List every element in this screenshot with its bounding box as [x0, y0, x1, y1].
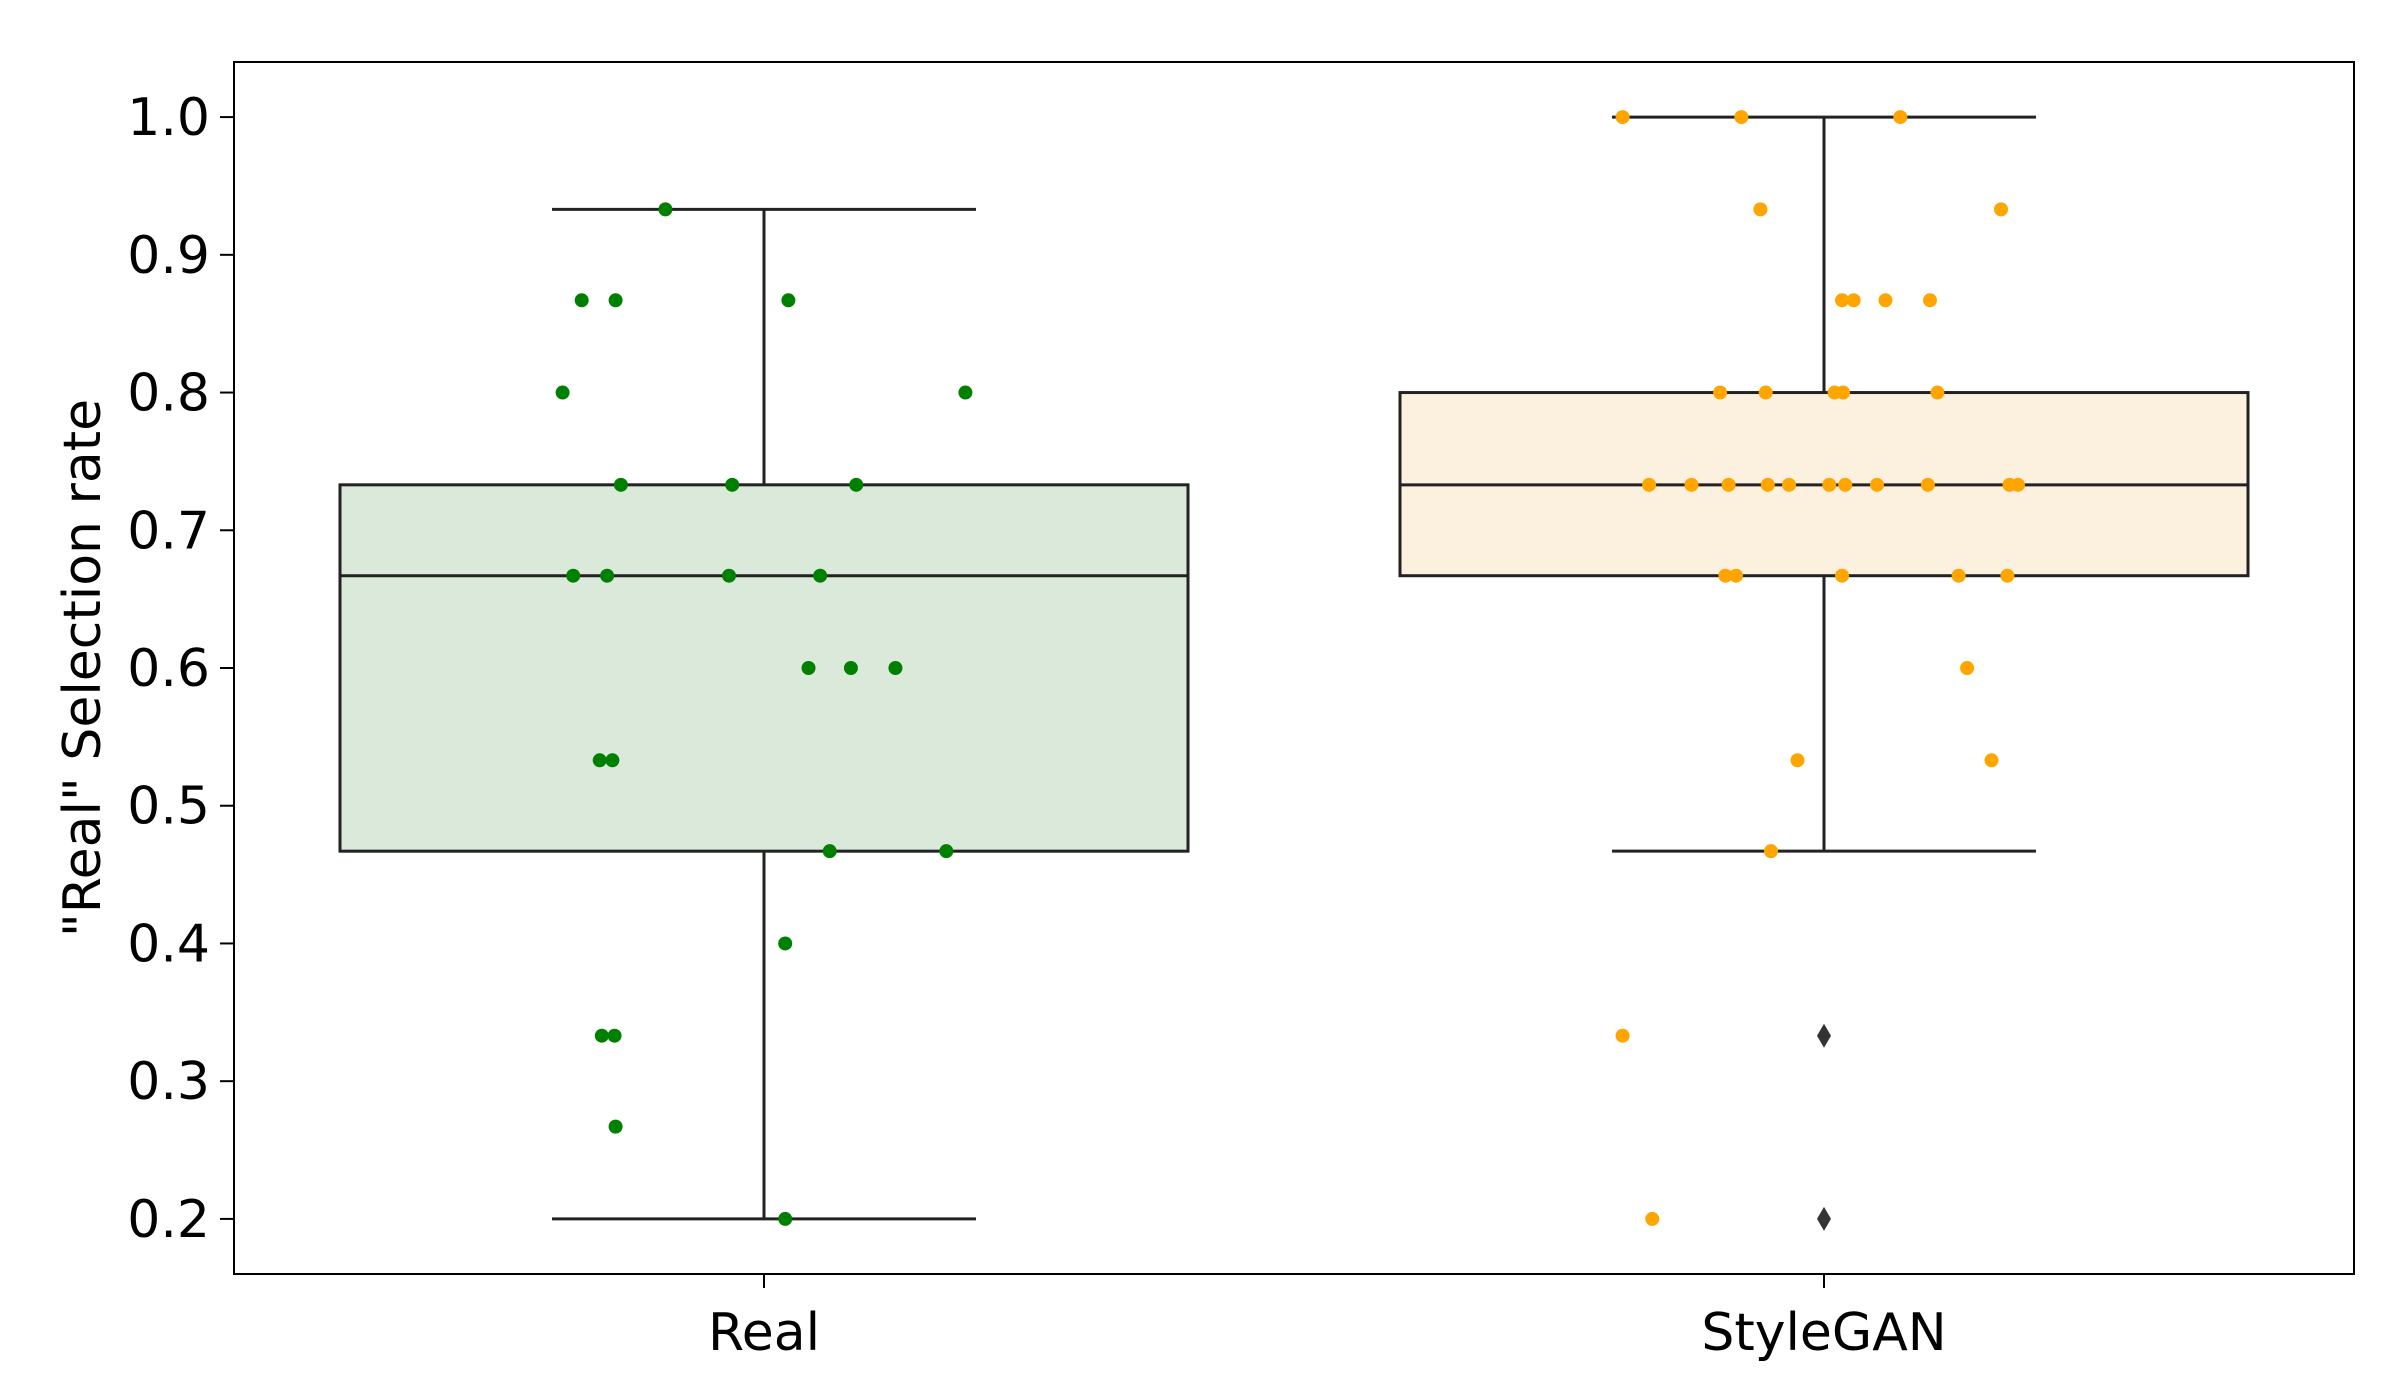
- data-point: [1642, 477, 1657, 492]
- data-point: [555, 385, 570, 400]
- x-tick-label-stylegan: StyleGAN: [1701, 1303, 1946, 1363]
- data-point: [1960, 661, 1975, 675]
- data-point: [1615, 110, 1630, 125]
- data-point: [1645, 1211, 1660, 1226]
- data-point: [1753, 202, 1768, 217]
- box-group-stylegan: [1398, 110, 2250, 1231]
- data-point: [888, 661, 903, 675]
- y-tick-label: 0.2: [127, 1190, 210, 1250]
- y-tick-label: 0.5: [127, 777, 210, 837]
- outlier-marker: [1817, 1023, 1831, 1048]
- y-tick-label: 0.3: [127, 1052, 210, 1112]
- data-point: [1729, 568, 1744, 583]
- data-point: [1870, 477, 1884, 492]
- data-point: [1615, 1028, 1630, 1043]
- data-point: [1713, 385, 1728, 400]
- data-point: [778, 936, 793, 951]
- data-point: [1951, 568, 1966, 583]
- box-real: [338, 483, 1190, 853]
- data-point: [600, 568, 615, 583]
- data-point: [1878, 293, 1893, 308]
- y-tick-label: 0.7: [127, 501, 210, 561]
- data-point: [574, 293, 589, 308]
- data-point: [843, 661, 858, 675]
- data-point: [594, 1028, 609, 1043]
- data-point: [566, 568, 581, 583]
- data-point: [1923, 293, 1937, 308]
- data-point: [958, 385, 973, 400]
- data-point: [613, 477, 628, 492]
- data-point: [605, 753, 620, 768]
- data-point: [1782, 477, 1797, 492]
- data-point: [813, 568, 828, 583]
- data-point: [1893, 110, 1908, 125]
- y-axis-label: "Real" Selection rate: [53, 399, 113, 937]
- x-tick-label-real: Real: [708, 1303, 820, 1363]
- data-point: [722, 568, 737, 583]
- data-point: [1790, 753, 1805, 768]
- data-point: [1836, 385, 1851, 400]
- data-point: [1721, 477, 1736, 492]
- data-point: [781, 293, 796, 308]
- data-point: [607, 1028, 622, 1043]
- data-point: [592, 753, 607, 768]
- x-axis: Real StyleGAN: [708, 1274, 1947, 1363]
- data-point: [849, 477, 864, 492]
- data-point: [778, 1211, 793, 1226]
- data-point: [1930, 385, 1945, 400]
- y-tick-label: 0.4: [127, 914, 210, 974]
- y-tick-label: 0.9: [127, 226, 210, 286]
- data-point: [608, 1119, 623, 1134]
- data-point: [801, 661, 816, 675]
- data-point: [1822, 477, 1837, 492]
- y-tick-label: 0.8: [127, 364, 210, 424]
- y-axis: 0.2 0.3 0.4 0.5 0.6 0.7 0.8 0.9 1.0: [127, 88, 234, 1250]
- data-point: [1760, 477, 1775, 492]
- data-point: [2000, 568, 2015, 583]
- outlier-marker: [1817, 1206, 1831, 1231]
- data-point: [2010, 477, 2025, 492]
- y-tick-label: 1.0: [127, 88, 210, 148]
- data-point: [725, 477, 740, 492]
- data-point: [939, 844, 954, 859]
- data-point: [1684, 477, 1699, 492]
- data-point: [658, 202, 673, 217]
- data-point: [1838, 477, 1853, 492]
- box-group-real: [338, 202, 1190, 1226]
- data-point: [1764, 844, 1778, 859]
- data-point: [1718, 568, 1733, 583]
- plot-area: [338, 110, 2250, 1231]
- data-point: [1835, 293, 1850, 308]
- y-tick-label: 0.6: [127, 639, 210, 699]
- data-point: [1994, 202, 2009, 217]
- data-point: [1835, 568, 1850, 583]
- data-point: [1734, 110, 1749, 125]
- data-point: [1920, 477, 1935, 492]
- data-point: [1984, 753, 1999, 768]
- data-point: [1846, 293, 1861, 308]
- data-point: [1758, 385, 1773, 400]
- data-point: [822, 844, 837, 859]
- data-point: [608, 293, 623, 308]
